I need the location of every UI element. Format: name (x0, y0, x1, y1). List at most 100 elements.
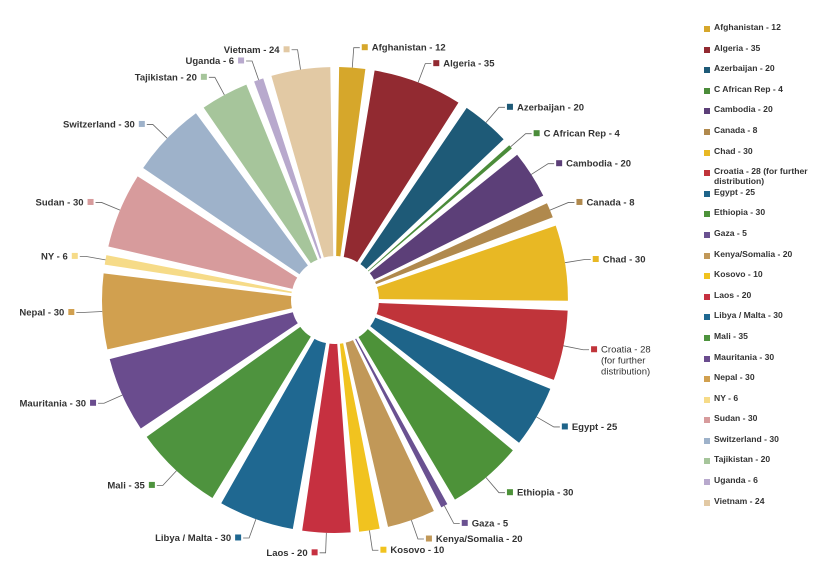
leader-line (537, 417, 560, 427)
legend-swatch (704, 417, 710, 423)
legend-swatch (704, 253, 710, 259)
label-marker (149, 482, 155, 488)
legend-item: C African Rep - 4 (704, 84, 820, 105)
label-marker (507, 104, 513, 110)
legend-item: Afghanistan - 12 (704, 22, 820, 43)
label-marker (556, 160, 562, 166)
slice-label: Canada - 8 (586, 197, 634, 208)
slice-label: Azerbaijan - 20 (517, 102, 584, 113)
slice-label: Uganda - 6 (186, 56, 235, 67)
legend-item: Switzerland - 30 (704, 434, 820, 455)
label-marker (238, 57, 244, 63)
slice-label: Afghanistan - 12 (372, 43, 446, 54)
legend-label: Canada - 8 (714, 125, 757, 135)
label-marker (68, 309, 74, 315)
legend-item: Sudan - 30 (704, 413, 820, 434)
leader-line (486, 477, 505, 492)
legend-item: Egypt - 25 (704, 187, 820, 208)
legend-item: Tajikistan - 20 (704, 454, 820, 475)
legend-swatch (704, 150, 710, 156)
slice-label: Mauritania - 30 (20, 398, 87, 409)
legend-swatch (704, 88, 710, 94)
legend-item: Croatia - 28 (for further distribution) (704, 166, 820, 187)
leader-line (246, 61, 259, 80)
legend-item: Nepal - 30 (704, 372, 820, 393)
legend-label: Vietnam - 24 (714, 496, 764, 506)
legend-label: Algeria - 35 (714, 43, 760, 53)
slice-label: C African Rep - 4 (544, 129, 621, 140)
legend-label: Libya / Malta - 30 (714, 310, 783, 320)
leader-line (550, 202, 574, 210)
slice-label: Sudan - 30 (36, 197, 84, 208)
legend-swatch (704, 294, 710, 300)
legend-item: Kosovo - 10 (704, 269, 820, 290)
pie-chart: Afghanistan - 12 Algeria - 35 Azerbaijan -… (0, 0, 690, 576)
legend-swatch (704, 232, 710, 238)
legend-item: Cambodia - 20 (704, 104, 820, 125)
leader-line (98, 395, 122, 403)
legend-item: NY - 6 (704, 393, 820, 414)
legend-label: Chad - 30 (714, 146, 753, 156)
legend-swatch (704, 314, 710, 320)
leader-line (444, 506, 459, 524)
leader-line (243, 519, 256, 538)
slice-label: Mali - 35 (107, 480, 145, 491)
legend-label: Gaza - 5 (714, 228, 747, 238)
slice-label: Switzerland - 30 (63, 119, 135, 130)
label-marker (139, 121, 145, 127)
slice-label: Kosovo - 10 (390, 545, 444, 556)
legend-swatch (704, 47, 710, 53)
legend-label: C African Rep - 4 (714, 84, 783, 94)
legend-label: Laos - 20 (714, 290, 751, 300)
legend-swatch (704, 438, 710, 444)
slice-label: Algeria - 35 (443, 59, 495, 70)
leader-line (76, 312, 102, 313)
legend-label: NY - 6 (714, 393, 738, 403)
label-marker (72, 253, 78, 259)
legend-item: Canada - 8 (704, 125, 820, 146)
legend-swatch (704, 458, 710, 464)
label-marker (235, 534, 241, 540)
slice-label: Vietnam - 24 (224, 45, 281, 56)
slice-label: Laos - 20 (266, 548, 307, 559)
legend-swatch (704, 191, 710, 197)
legend-item: Vietnam - 24 (704, 496, 820, 517)
legend-label: Sudan - 30 (714, 413, 757, 423)
legend-item: Uganda - 6 (704, 475, 820, 496)
legend-item: Libya / Malta - 30 (704, 310, 820, 331)
label-marker (591, 346, 597, 352)
legend-swatch (704, 129, 710, 135)
label-marker (562, 423, 568, 429)
slice-label: Kenya/Somalia - 20 (436, 534, 523, 545)
legend-swatch (704, 335, 710, 341)
legend-item: Mauritania - 30 (704, 352, 820, 373)
chart-legend: Afghanistan - 12 Algeria - 35 Azerbaijan -… (704, 22, 820, 516)
legend-label: Switzerland - 30 (714, 434, 779, 444)
label-marker (362, 44, 368, 50)
label-marker (426, 536, 432, 542)
legend-label: Afghanistan - 12 (714, 22, 781, 32)
slice-label: Ethiopia - 30 (517, 488, 573, 499)
label-marker (433, 60, 439, 66)
legend-label: Mali - 35 (714, 331, 748, 341)
label-marker (284, 46, 290, 52)
legend-swatch (704, 170, 710, 176)
legend-item: Kenya/Somalia - 20 (704, 249, 820, 270)
slice-label: Libya / Malta - 30 (155, 533, 231, 544)
legend-item: Chad - 30 (704, 146, 820, 167)
leader-line (369, 530, 378, 550)
legend-swatch (704, 397, 710, 403)
label-marker (507, 489, 513, 495)
leader-line (411, 520, 424, 539)
legend-label: Cambodia - 20 (714, 104, 773, 114)
legend-swatch (704, 356, 710, 362)
slice-label: Cambodia - 20 (566, 159, 631, 170)
leader-line (511, 134, 532, 147)
legend-swatch (704, 67, 710, 73)
leader-line (563, 346, 589, 350)
legend-label: Kosovo - 10 (714, 269, 763, 279)
legend-swatch (704, 376, 710, 382)
label-marker (88, 199, 94, 205)
slice-label: Chad - 30 (603, 254, 646, 265)
